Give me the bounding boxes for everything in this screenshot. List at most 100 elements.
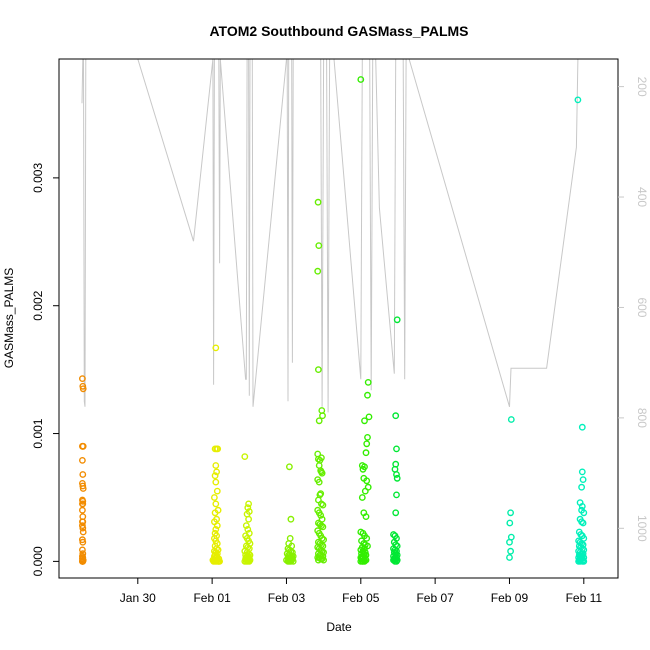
x-tick-label: Feb 07 [416, 591, 454, 605]
data-point [79, 518, 87, 526]
data-point [212, 478, 220, 486]
data-point [579, 519, 587, 527]
series-2 [209, 344, 224, 565]
right-tick-label: 600 [635, 297, 649, 317]
data-point [393, 558, 400, 565]
series-3 [241, 453, 254, 565]
x-tick-label: Feb 03 [268, 591, 306, 605]
data-point [362, 513, 370, 520]
data-point [393, 445, 400, 453]
data-point [79, 375, 86, 382]
data-point [363, 535, 371, 542]
x-tick-label: Feb 11 [566, 591, 603, 605]
data-point [357, 76, 365, 83]
data-point [578, 468, 586, 476]
series-4 [283, 463, 297, 565]
y-tick-label: 0.001 [31, 418, 45, 448]
data-point [576, 558, 584, 565]
data-point [507, 547, 514, 555]
series-6 [357, 76, 373, 565]
axes-layer: Jan 30 Feb 01 Feb 03 Feb 05 Feb 07 Feb 09 Feb … [31, 58, 649, 605]
data-point [245, 515, 253, 523]
y-tick-label: 0.003 [31, 163, 45, 193]
series-1 [79, 375, 87, 565]
data-point [212, 344, 220, 352]
data-point [357, 558, 365, 565]
right-tick-label: 1000 [635, 515, 649, 542]
data-point [362, 449, 370, 457]
data-point [318, 469, 326, 477]
data-point [392, 509, 400, 517]
data-point [245, 500, 253, 508]
data-point [506, 538, 513, 546]
x-tick-label: Feb 09 [491, 591, 529, 605]
data-point [315, 478, 323, 486]
right-tick-label: 800 [635, 408, 649, 428]
data-point [79, 524, 87, 532]
series-9 [574, 96, 588, 565]
data-point [365, 413, 373, 421]
y-tick-label: 0.000 [31, 546, 45, 576]
data-point [213, 468, 221, 476]
data-point [574, 96, 582, 104]
data-point [79, 497, 87, 505]
data-point [393, 471, 400, 478]
x-tick-label: Feb 01 [193, 591, 231, 605]
x-tick-label: Jan 30 [120, 591, 156, 605]
data-point [361, 487, 369, 495]
data-point [79, 528, 87, 536]
data-point [578, 483, 585, 491]
data-point [287, 515, 295, 523]
data-point [79, 485, 87, 492]
chart-title: ATOM2 Southbound GASMass_PALMS [209, 23, 468, 39]
data-point [319, 412, 326, 420]
data-point [244, 504, 252, 512]
data-point [507, 509, 514, 517]
data-point [79, 500, 87, 508]
data-point [359, 465, 367, 473]
data-point [212, 500, 220, 508]
x-tick-label: Feb 05 [342, 591, 380, 605]
data-point [314, 556, 322, 564]
series-8 [506, 416, 515, 561]
data-point [363, 440, 371, 448]
pressure-track-layer [81, 58, 586, 413]
data-point [245, 558, 253, 565]
x-axis-label: Date [326, 620, 352, 634]
data-point [213, 487, 221, 495]
data-point [358, 494, 366, 501]
data-point [578, 423, 586, 431]
data-point [79, 456, 86, 464]
data-point [212, 526, 220, 533]
data-point [393, 316, 401, 324]
right-tick-label: 200 [635, 77, 649, 97]
data-point [364, 433, 371, 441]
data-point [79, 385, 87, 393]
data-point [578, 502, 586, 510]
y-tick-label: 0.002 [31, 290, 45, 320]
data-point [314, 198, 322, 206]
data-point [506, 519, 514, 527]
data-point [212, 462, 220, 469]
data-point [314, 366, 322, 373]
data-point [359, 558, 367, 565]
data-point [315, 242, 323, 250]
data-point [319, 501, 327, 509]
data-point [244, 526, 252, 533]
data-point [79, 442, 87, 450]
series-5 [314, 198, 327, 564]
data-point [392, 412, 400, 420]
data-point [211, 445, 219, 453]
data-point [317, 522, 325, 529]
data-point [242, 522, 250, 529]
data-point [79, 471, 87, 478]
data-point [213, 522, 221, 529]
data-point [216, 558, 224, 565]
data-point [364, 378, 372, 386]
data-points-layer [79, 76, 588, 565]
data-point [287, 558, 295, 565]
data-point [317, 512, 325, 519]
data-point [361, 417, 368, 425]
